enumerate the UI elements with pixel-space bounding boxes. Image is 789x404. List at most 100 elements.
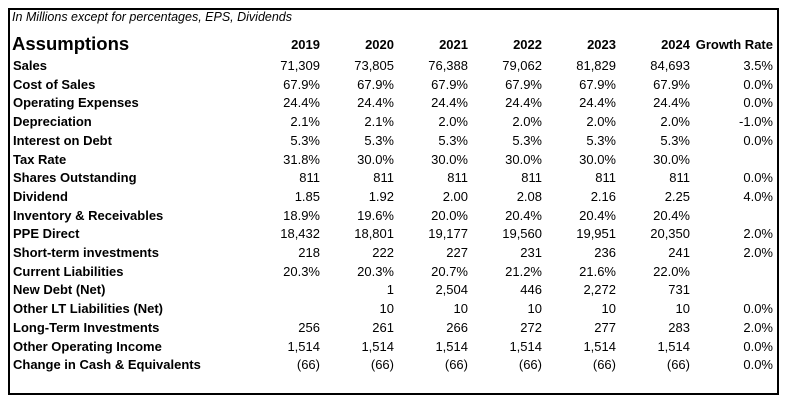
table-cell: 84,693 [650,58,690,73]
table-cell: 266 [446,319,468,335]
table-cell: 2.0% [586,114,616,130]
column-header: Growth Rate [695,37,773,52]
table-cell: 218 [298,245,320,260]
table-row: Depreciation 2.1% 2.1% 2.0% 2.0% 2.0% 2.0% -1.0… [0,114,789,133]
table-cell: 5.3% [290,132,320,148]
table-cell: 1,514 [509,338,542,354]
table-cell: 283 [668,319,690,335]
table-row: Change in Cash & Equivalents (66) (66) (66)… [0,357,789,376]
table-cell: (66) [666,357,690,373]
row-label: Interest on Debt [13,132,112,148]
table-cell: 1,514 [657,338,690,354]
table-frame [8,8,779,395]
table-cell: 5.3% [438,132,468,148]
table-cell: 24.4% [505,95,542,111]
table-cell: 227 [446,245,468,260]
table-cell: 236 [594,245,616,260]
column-header: 2023 [587,37,616,52]
table-cell: 20,350 [650,226,690,242]
table-cell: 20.3% [357,263,394,279]
table-cell: 24.4% [283,95,320,111]
table-cell: 18.9% [283,207,320,223]
table-cell: 277 [594,319,616,335]
table-cell: 2.1% [290,114,320,130]
table-row: Dividend 1.85 1.92 2.00 2.08 2.16 2.25 4.0% [0,189,789,208]
table-cell: 222 [372,245,394,260]
table-cell: 20.7% [431,263,468,279]
table-cell: 21.2% [505,263,542,279]
row-label: Tax Rate [13,151,67,167]
table-cell: 2.08 [516,188,542,204]
table-cell: 1,514 [361,338,394,354]
table-cell: 0.0% [743,170,773,186]
table-cell: 2.0% [743,319,773,335]
table-cell: 67.9% [579,76,616,92]
table-cell: 19,560 [502,226,542,242]
table-cell: 67.9% [505,76,542,92]
table-cell: 272 [520,319,542,335]
table-row: Operating Expenses 24.4% 24.4% 24.4% 24.4% 24… [0,95,789,114]
table-cell: 73,805 [354,58,394,73]
table-cell: 18,801 [354,226,394,242]
table-row: Inventory & Receivables 18.9% 19.6% 20.0% 20… [0,208,789,227]
table-cell: 0.0% [743,301,773,317]
table-cell: 19,951 [576,226,616,242]
table-row: Short-term investments 218 222 227 231 236 241… [0,245,789,264]
table-cell: 67.9% [283,76,320,92]
table-cell: 5.3% [364,132,394,148]
table-cell: 20.4% [579,207,616,223]
row-label: Shares Outstanding [13,170,137,186]
table-cell: 3.5% [743,58,773,73]
row-label: Inventory & Receivables [13,207,164,223]
table-row: Sales 71,309 73,805 76,388 79,062 81,829 84,69… [0,58,789,77]
row-label: Change in Cash & Equivalents [13,357,201,373]
table-cell: 1.85 [294,188,320,204]
table-cell: 241 [668,245,690,260]
row-label: Long-Term Investments [13,319,160,335]
table-row: Other Operating Income 1,514 1,514 1,514 1,5… [0,339,789,358]
table-cell: 4.0% [743,188,773,204]
units-note: In Millions except for percentages, EPS,… [12,10,292,24]
table-cell: 5.3% [512,132,542,148]
row-label: PPE Direct [13,226,80,242]
table-cell: 2.0% [660,114,690,130]
table-cell: 811 [447,170,468,186]
table-cell: 811 [299,170,320,186]
table-cell: 1,514 [583,338,616,354]
table-cell: 22.0% [653,263,690,279]
table-cell: 30.0% [505,151,542,167]
table-cell: 31.8% [283,151,320,167]
table-cell: 79,062 [502,58,542,73]
table-cell: 2,272 [583,282,616,298]
table-cell: 20.3% [283,263,320,279]
table-cell: 1,514 [435,338,468,354]
table-row: Long-Term Investments 256 261 266 272 277 283 2… [0,320,789,339]
table-cell: 811 [669,170,690,186]
table-cell: 811 [373,170,394,186]
table-cell: 24.4% [579,95,616,111]
table-cell: (66) [370,357,394,373]
row-label: Short-term investments [13,245,159,260]
table-row: Other LT Liabilities (Net) 10 10 10 10 10 0.0% [0,301,789,320]
column-header: 2020 [365,37,394,52]
table-cell: 81,829 [576,58,616,73]
table-cell: (66) [518,357,542,373]
table-cell: 24.4% [653,95,690,111]
table-cell: 67.9% [357,76,394,92]
table-cell: 5.3% [660,132,690,148]
table-cell: 76,388 [428,58,468,73]
table-cell: 1,514 [287,338,320,354]
row-label: Current Liabilities [13,263,124,279]
row-label: New Debt (Net) [13,282,106,298]
table-cell: 231 [520,245,542,260]
table-cell: 2,504 [435,282,468,298]
table-cell: 2.1% [364,114,394,130]
table-row: New Debt (Net) 1 2,504 446 2,272 731 [0,282,789,301]
table-cell: 19,177 [428,226,468,242]
table-row: Shares Outstanding 811 811 811 811 811 811 0.0% [0,170,789,189]
table-cell: 24.4% [431,95,468,111]
table-cell: 30.0% [653,151,690,167]
table-cell: 811 [521,170,542,186]
table-row: PPE Direct 18,432 18,801 19,177 19,560 19,951… [0,226,789,245]
table-cell: 1.92 [368,188,394,204]
